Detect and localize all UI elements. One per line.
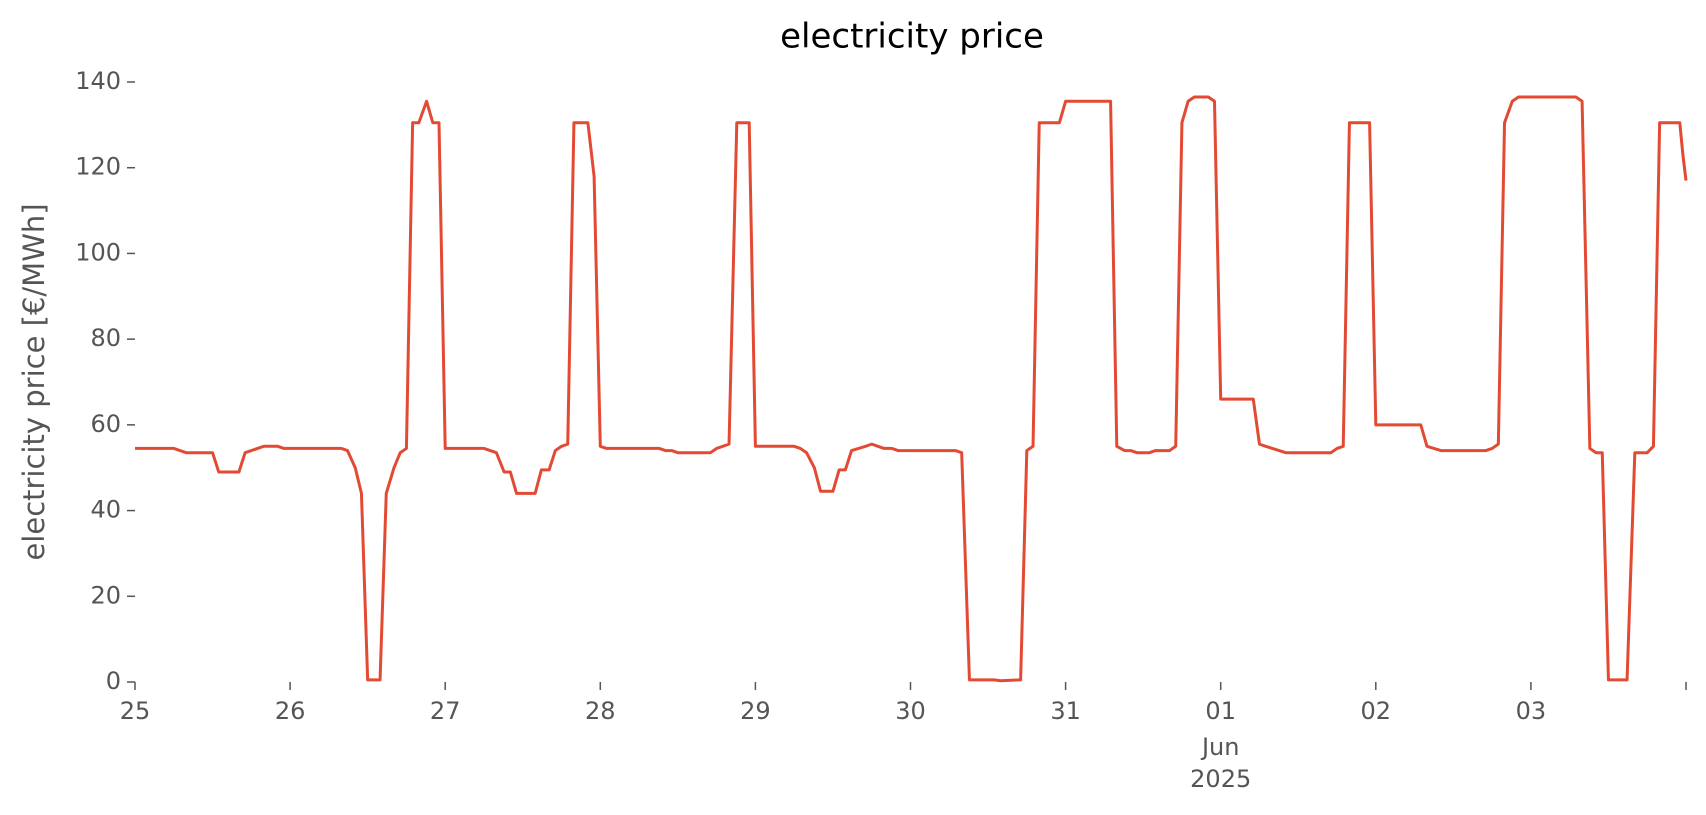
x-month-label: Jun [1200,733,1240,761]
x-tick-label: 30 [895,697,926,725]
y-tick-label: 0 [106,667,121,695]
x-tick-label: 03 [1516,697,1547,725]
x-tick-label: 28 [585,697,616,725]
price-line [135,95,1688,683]
x-tick-label: 25 [120,697,151,725]
x-tick-label: 29 [740,697,771,725]
y-tick-label: 140 [75,67,121,95]
y-tick-label: 120 [75,153,121,181]
y-tick-label: 20 [90,581,121,609]
y-tick-label: 60 [90,410,121,438]
chart-title: electricity price [780,17,1044,57]
x-tick-label: 27 [430,697,461,725]
y-tick-label: 40 [90,496,121,524]
y-tick-label: 80 [90,324,121,352]
x-year-label: 2025 [1190,765,1251,793]
x-tick-label: 26 [275,697,306,725]
x-tick-label: 02 [1361,697,1392,725]
y-axis-label: electricity price [€/MWh] [17,203,51,560]
y-tick-label: 100 [75,238,121,266]
x-tick-label: 31 [1050,697,1081,725]
x-tick-label: 01 [1205,697,1236,725]
